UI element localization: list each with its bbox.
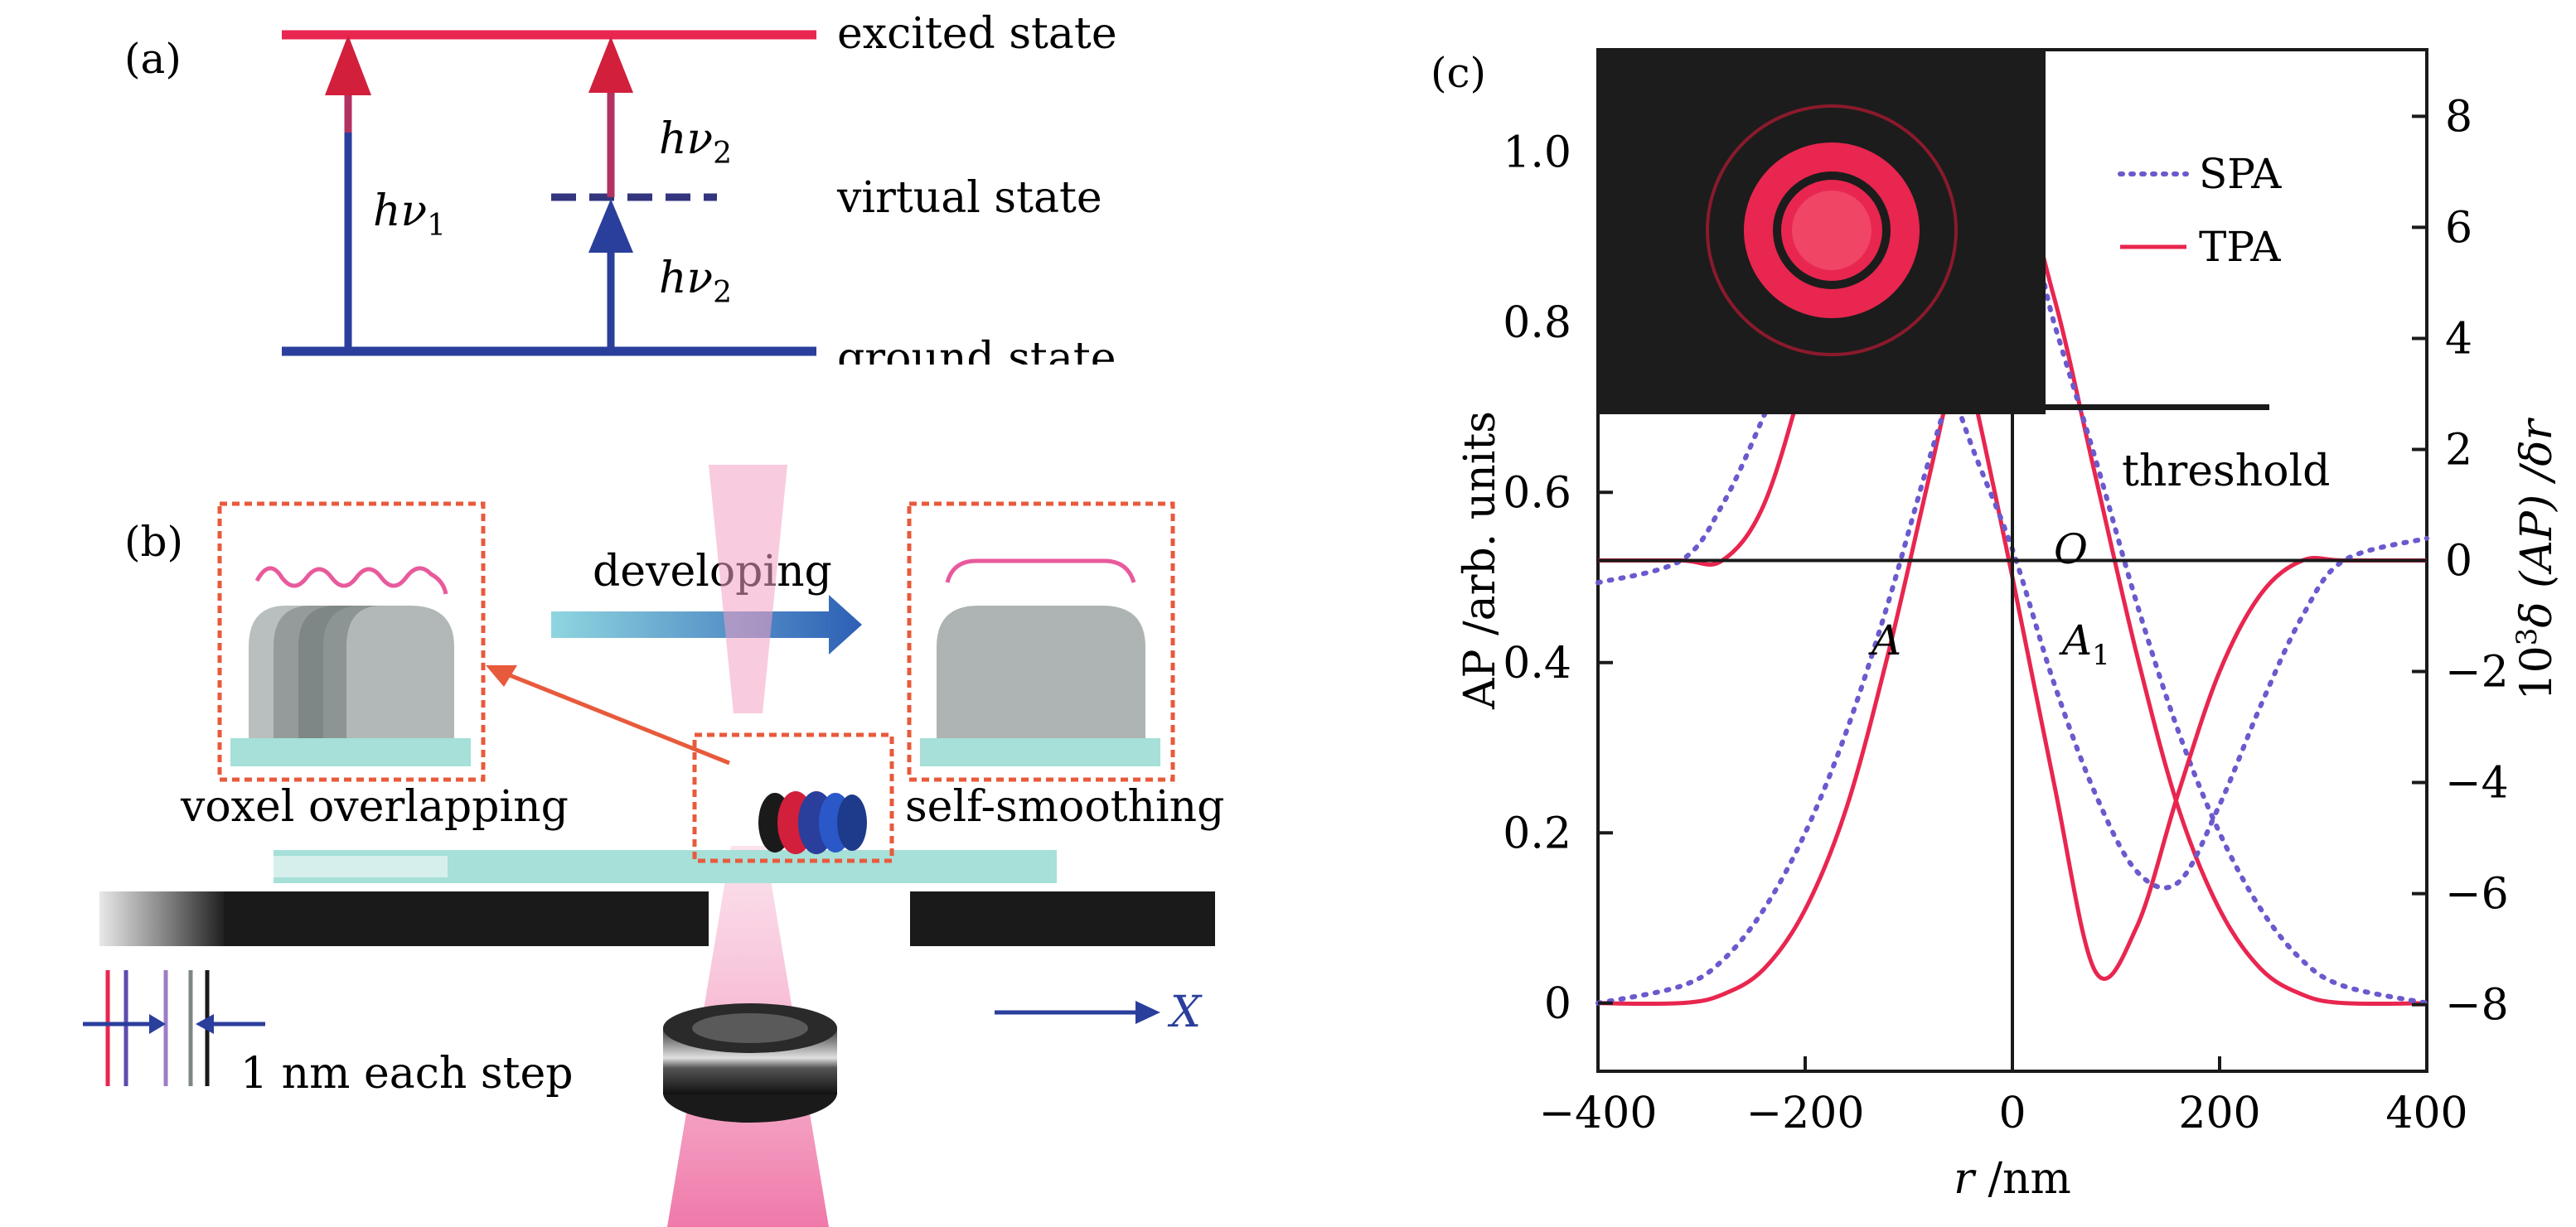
hv2-top-sub: 2 [713, 137, 732, 171]
step-label: 1 nm each step [240, 1049, 574, 1099]
point-o-label: O [2054, 525, 2088, 573]
hv1-label: hν [373, 186, 427, 236]
ylabel-right: 103δ (AP) /δr [2511, 417, 2562, 700]
svg-text:hν1: hν1 [373, 186, 446, 243]
self-smoothing-label: self-smoothing [905, 782, 1224, 832]
step-arrow-left-head [149, 1014, 166, 1034]
panel-c: (c) −400 −200 0 200 400 0 0.2 0.4 0.6 0.8 1.0 8 6 4 2 0… [1431, 48, 2562, 1204]
zoom-connector-head [486, 665, 517, 687]
developing-arrow [551, 595, 862, 655]
hv2-bottom-label: hν [659, 254, 713, 303]
y-tick-label-right: −6 [2445, 870, 2509, 920]
x-tick-label: 0 [1998, 1089, 2026, 1138]
virtual-state-label: virtual state [836, 173, 1102, 223]
y-tick-label-right: 0 [2445, 537, 2472, 587]
self-smooth-substrate [920, 738, 1160, 766]
laser-beam-upper [709, 465, 787, 713]
axis-layer: −400 −200 0 200 400 0 0.2 0.4 0.6 0.8 1.0 8 6 4 2 0 −2 −4… [1503, 50, 2509, 1138]
y-tick-label-left: 0.4 [1503, 639, 1571, 688]
x-tick-label: 200 [2178, 1089, 2260, 1138]
x-axis-label: X [1167, 988, 1203, 1037]
y-tick-label-right: −2 [2445, 648, 2509, 698]
xlabel: r /nm [1954, 1154, 2071, 1204]
x-tick-label: −200 [1746, 1089, 1865, 1138]
legend-spa-label: SPA [2199, 150, 2282, 198]
y-tick-label-right: 2 [2445, 425, 2472, 475]
point-a1-sub: 1 [2092, 639, 2110, 672]
ylabel-right-sup: 3 [2511, 628, 2544, 646]
self-smooth-block [937, 606, 1145, 746]
focal-voxel-stack [758, 791, 867, 854]
x-axis-arrow-head [1135, 1001, 1160, 1024]
excited-state-label: excited state [837, 9, 1117, 59]
ground-state-label: ground state [837, 334, 1116, 365]
y-tick-label-right: 6 [2445, 203, 2472, 253]
legend: SPA TPA [2118, 150, 2282, 271]
y-tick-label-left: 0.2 [1503, 809, 1571, 858]
panel-c-label: (c) [1431, 49, 1486, 97]
panel-a-label: (a) [124, 35, 182, 83]
panel-a: (a) hν1 hν2 hν2 excited state virtual st… [124, 9, 1117, 365]
voxel-overlap-stack [249, 606, 454, 746]
inset-psf-image [1598, 50, 2046, 414]
ylabel-left: AP /arb. units [1455, 411, 1505, 710]
point-a1-text: A1 [2059, 616, 2110, 672]
hv1-arrow-head [325, 35, 371, 95]
xlabel-italic: r [1954, 1154, 1977, 1204]
y-tick-label-right: 4 [2445, 314, 2472, 364]
stage-left [224, 891, 709, 946]
voxel-overlap-substrate [230, 738, 471, 766]
step-arrow-right-head [196, 1014, 214, 1034]
svg-text:hν2: hν2 [659, 114, 732, 171]
y-tick-label-left: 0 [1544, 979, 1571, 1029]
voxel-overlap-wavy-line [254, 566, 448, 595]
hv2-upper-arrow-head [588, 36, 633, 93]
hv2-top-label: hν [659, 114, 713, 164]
svg-text:hν2: hν2 [659, 254, 732, 310]
y-tick-label-right: 8 [2445, 92, 2472, 142]
y-tick-label-left: 0.6 [1503, 468, 1571, 518]
xlabel-rest: /nm [1974, 1154, 2071, 1204]
voxel-overlapping-label: voxel overlapping [180, 782, 569, 832]
stage-right [910, 891, 1215, 946]
y-tick-label-right: −8 [2445, 981, 2509, 1031]
legend-tpa-label: TPA [2199, 223, 2281, 271]
objective-lens-aperture [692, 1013, 808, 1043]
step-markers [105, 970, 210, 1086]
y-tick-label-left: 1.0 [1503, 128, 1571, 177]
hv2-bottom-sub: 2 [713, 276, 732, 310]
panel-b-label: (b) [124, 518, 183, 566]
y-tick-label-left: 0.8 [1503, 298, 1571, 348]
sample-film-faded [274, 856, 448, 877]
y-tick-label-right: −4 [2445, 759, 2509, 809]
stage-fade [99, 891, 228, 946]
panel-b: (b) developing voxel overlapping self-sm… [83, 465, 1224, 1227]
x-tick-label: −400 [1539, 1089, 1658, 1138]
threshold-label: threshold [2122, 447, 2330, 496]
ylabel-right-prefix: 10 [2512, 645, 2562, 700]
x-tick-label: 400 [2385, 1089, 2467, 1138]
hv2-lower-arrow-head [588, 199, 633, 253]
point-a-label: A [1868, 616, 1901, 664]
ylabel-right-rest: δ (AP) /δr [2512, 417, 2562, 627]
hv1-sub: 1 [427, 209, 446, 243]
self-smooth-smooth-line [945, 558, 1136, 583]
developing-label: developing [593, 547, 832, 597]
point-a1-label: A [2059, 616, 2092, 664]
zoom-connector [501, 669, 730, 766]
